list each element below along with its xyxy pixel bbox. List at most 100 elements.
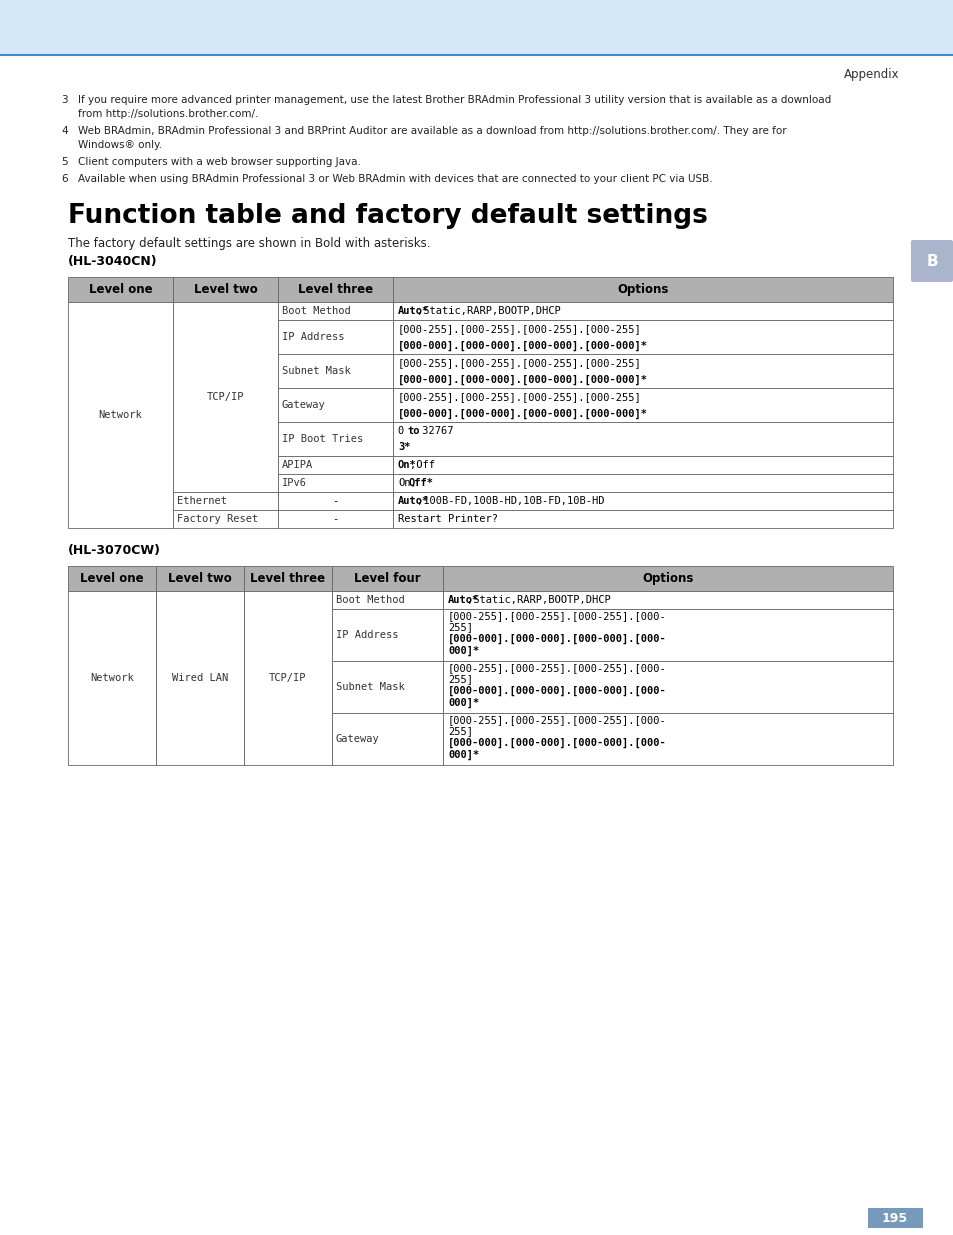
Text: Auto*: Auto* xyxy=(397,306,429,316)
Text: 3*: 3* xyxy=(397,442,410,452)
Text: [000-000].[000-000].[000-000].[000-: [000-000].[000-000].[000-000].[000- xyxy=(448,685,666,697)
Text: Options: Options xyxy=(641,572,693,585)
Bar xyxy=(172,492,277,510)
Text: Auto*: Auto* xyxy=(448,595,478,605)
Bar xyxy=(172,510,277,529)
Text: Windows® only.: Windows® only. xyxy=(78,140,162,149)
Text: TCP/IP: TCP/IP xyxy=(269,673,307,683)
Text: 0: 0 xyxy=(397,426,410,436)
Bar xyxy=(332,661,442,713)
Text: [000-255].[000-255].[000-255].[000-: [000-255].[000-255].[000-255].[000- xyxy=(448,715,666,725)
Text: Subnet Mask: Subnet Mask xyxy=(335,682,404,692)
Text: IP Boot Tries: IP Boot Tries xyxy=(282,433,363,445)
Bar xyxy=(68,303,172,529)
Bar xyxy=(277,320,393,354)
Text: Wired LAN: Wired LAN xyxy=(172,673,228,683)
Text: Boot Method: Boot Method xyxy=(282,306,351,316)
Bar xyxy=(393,277,892,303)
Text: On,: On, xyxy=(397,478,416,488)
Bar xyxy=(172,303,277,492)
Text: Available when using BRAdmin Professional 3 or Web BRAdmin with devices that are: Available when using BRAdmin Professiona… xyxy=(78,174,712,184)
Text: 000]*: 000]* xyxy=(448,698,478,708)
Bar xyxy=(393,354,892,388)
Text: Gateway: Gateway xyxy=(335,734,379,743)
Text: Client computers with a web browser supporting Java.: Client computers with a web browser supp… xyxy=(78,157,360,167)
Text: 4: 4 xyxy=(61,126,68,136)
Bar xyxy=(332,592,442,609)
Text: Level two: Level two xyxy=(193,283,257,296)
Text: 32767: 32767 xyxy=(416,426,454,436)
Bar xyxy=(277,388,393,422)
Text: ,Static,RARP,BOOTP,DHCP: ,Static,RARP,BOOTP,DHCP xyxy=(416,306,560,316)
Bar xyxy=(68,277,172,303)
Text: Boot Method: Boot Method xyxy=(335,595,404,605)
Text: Off*: Off* xyxy=(408,478,433,488)
Text: The factory default settings are shown in Bold with asterisks.: The factory default settings are shown i… xyxy=(68,237,430,249)
Bar xyxy=(442,713,892,764)
Text: 5: 5 xyxy=(61,157,68,167)
Text: ,Static,RARP,BOOTP,DHCP: ,Static,RARP,BOOTP,DHCP xyxy=(467,595,611,605)
Text: TCP/IP: TCP/IP xyxy=(207,391,244,403)
Bar xyxy=(393,510,892,529)
Bar xyxy=(442,592,892,609)
Bar xyxy=(393,303,892,320)
Text: B: B xyxy=(925,253,937,268)
Text: [000-000].[000-000].[000-000].[000-000]*: [000-000].[000-000].[000-000].[000-000]* xyxy=(397,409,647,419)
Text: Level one: Level one xyxy=(80,572,144,585)
Text: 000]*: 000]* xyxy=(448,646,478,656)
Text: [000-255].[000-255].[000-255].[000-255]: [000-255].[000-255].[000-255].[000-255] xyxy=(397,324,641,335)
Text: If you require more advanced printer management, use the latest Brother BRAdmin : If you require more advanced printer man… xyxy=(78,95,830,105)
Text: 255]: 255] xyxy=(448,726,473,736)
Bar xyxy=(244,566,332,592)
Text: (HL-3040CN): (HL-3040CN) xyxy=(68,254,157,268)
Bar xyxy=(68,566,156,592)
Text: Function table and factory default settings: Function table and factory default setti… xyxy=(68,203,707,228)
Text: Level three: Level three xyxy=(251,572,325,585)
Bar xyxy=(277,492,393,510)
Bar xyxy=(393,422,892,456)
Bar xyxy=(442,661,892,713)
Bar xyxy=(277,354,393,388)
Text: [000-000].[000-000].[000-000].[000-: [000-000].[000-000].[000-000].[000- xyxy=(448,739,666,748)
Text: [000-255].[000-255].[000-255].[000-: [000-255].[000-255].[000-255].[000- xyxy=(448,611,666,621)
Text: Restart Printer?: Restart Printer? xyxy=(397,514,497,524)
Text: Level three: Level three xyxy=(297,283,373,296)
Text: Level two: Level two xyxy=(168,572,232,585)
Text: Level four: Level four xyxy=(354,572,420,585)
Text: 3: 3 xyxy=(61,95,68,105)
Text: to: to xyxy=(407,426,419,436)
Bar xyxy=(277,422,393,456)
Bar xyxy=(0,0,953,56)
Bar xyxy=(393,456,892,474)
Text: -: - xyxy=(332,496,338,506)
Text: Auto*: Auto* xyxy=(397,496,429,506)
Text: [000-255].[000-255].[000-255].[000-: [000-255].[000-255].[000-255].[000- xyxy=(448,663,666,673)
FancyBboxPatch shape xyxy=(910,240,952,282)
Text: [000-000].[000-000].[000-000].[000-000]*: [000-000].[000-000].[000-000].[000-000]* xyxy=(397,341,647,351)
Text: On*: On* xyxy=(397,459,416,471)
Bar xyxy=(442,609,892,661)
Text: -: - xyxy=(332,514,338,524)
Text: Network: Network xyxy=(90,673,133,683)
Text: Factory Reset: Factory Reset xyxy=(177,514,258,524)
Bar xyxy=(393,320,892,354)
Text: ,Off: ,Off xyxy=(409,459,435,471)
Text: IP Address: IP Address xyxy=(282,332,344,342)
Text: Options: Options xyxy=(617,283,668,296)
Bar xyxy=(277,474,393,492)
Text: (HL-3070CW): (HL-3070CW) xyxy=(68,543,161,557)
Bar xyxy=(277,510,393,529)
Bar xyxy=(156,592,244,764)
Text: [000-255].[000-255].[000-255].[000-255]: [000-255].[000-255].[000-255].[000-255] xyxy=(397,393,641,403)
Bar xyxy=(867,1208,923,1228)
Text: 000]*: 000]* xyxy=(448,750,478,760)
Bar xyxy=(68,592,156,764)
Bar xyxy=(156,566,244,592)
Bar xyxy=(442,566,892,592)
Text: Level one: Level one xyxy=(89,283,152,296)
Bar xyxy=(244,592,332,764)
Bar xyxy=(393,474,892,492)
Text: ,100B-FD,100B-HD,10B-FD,10B-HD: ,100B-FD,100B-HD,10B-FD,10B-HD xyxy=(416,496,604,506)
Bar xyxy=(277,303,393,320)
Text: [000-000].[000-000].[000-000].[000-000]*: [000-000].[000-000].[000-000].[000-000]* xyxy=(397,374,647,384)
